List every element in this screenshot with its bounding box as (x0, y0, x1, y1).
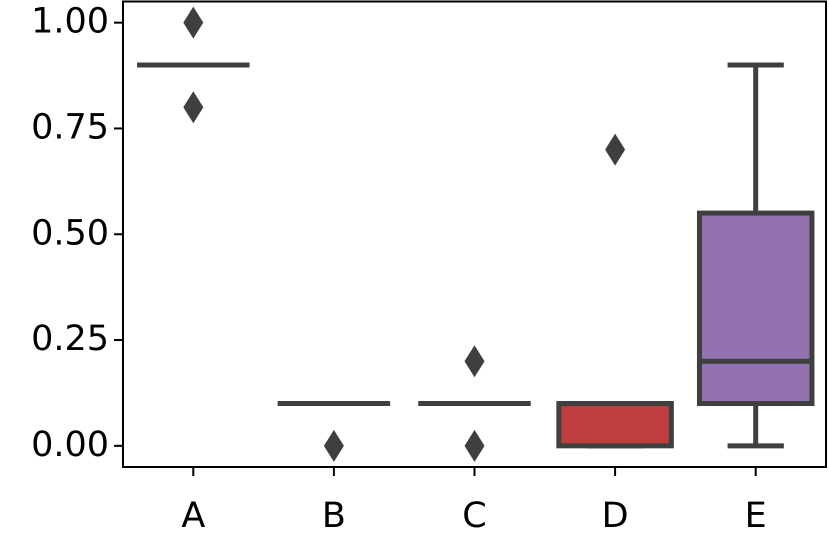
flier (605, 133, 626, 166)
y-tick-label: 1.00 (31, 2, 109, 42)
y-tick-label: 0.00 (31, 425, 109, 465)
y-tick-label: 0.25 (31, 319, 109, 359)
x-tick-label: D (602, 496, 629, 536)
x-tick-label: A (181, 496, 205, 536)
flier (464, 429, 485, 462)
y-tick-label: 0.75 (31, 107, 109, 147)
box (556, 401, 674, 449)
x-tick-label: E (745, 496, 767, 536)
flier (183, 91, 204, 124)
flier (183, 6, 204, 39)
box (696, 210, 815, 407)
y-tick-label: 0.50 (31, 213, 109, 253)
flier (323, 429, 344, 462)
flier (464, 345, 485, 378)
x-tick-label: B (322, 496, 346, 536)
x-tick-label: C (462, 496, 486, 536)
